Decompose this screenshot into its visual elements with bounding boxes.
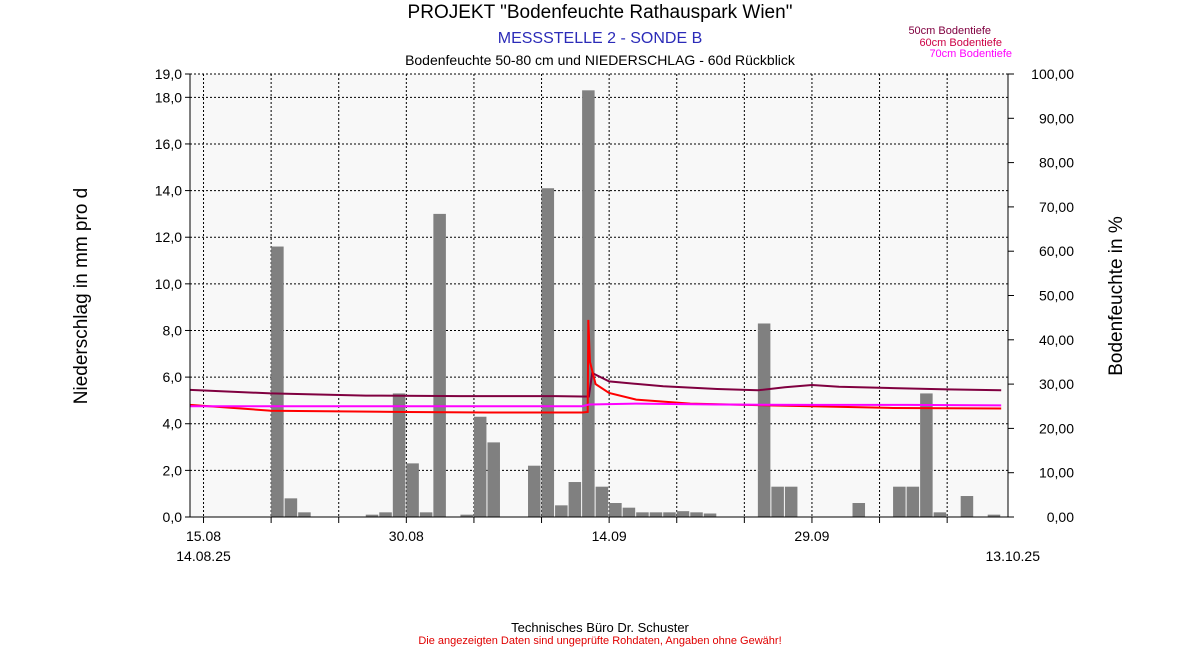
legend-70cm: 70cm Bodentiefe	[929, 48, 1012, 60]
y2-tick-label: 70,00	[1039, 199, 1074, 215]
y2-tick-label: 50,00	[1039, 288, 1074, 304]
precip-bar	[852, 503, 866, 517]
y-tick-label: 8,0	[163, 322, 183, 338]
precip-bar	[987, 514, 1001, 517]
x-tick-label: 14.09	[592, 528, 627, 544]
x-tick-label: 29.09	[794, 528, 829, 544]
precip-bar	[541, 188, 555, 517]
precip-bar	[771, 486, 784, 517]
y-tick-label: 2,0	[163, 462, 183, 478]
precip-bar	[757, 323, 771, 517]
y-axis-label: Niederschlag in mm pro d	[71, 188, 92, 404]
tick-labels: 0,0 2,0 4,0 6,0 8,0 10,0 12,0 14,0 16,0 18,0 19,0 0…	[155, 66, 1074, 564]
footer-disclaimer: Die angezeigten Daten sind ungeprüfte Ro…	[418, 635, 782, 647]
precip-bar	[419, 512, 433, 517]
precip-bar	[298, 512, 311, 517]
precip-bar	[433, 213, 446, 518]
y2-tick-label: 100,00	[1031, 66, 1074, 82]
chart-title: PROJEKT "Bodenfeuchte Rathauspark Wien"	[407, 2, 793, 23]
precip-bar	[528, 465, 541, 517]
precip-bar	[406, 463, 419, 517]
chart-caption: Bodenfeuchte 50-80 cm und NIEDERSCHLAG -…	[405, 52, 795, 68]
y2-axis-label: Bodenfeuchte in %	[1106, 216, 1127, 376]
precip-bar	[568, 482, 582, 517]
y-tick-label: 18,0	[155, 89, 182, 105]
precip-bar	[392, 393, 406, 517]
precip-bar	[960, 496, 974, 517]
precip-bar	[893, 486, 906, 517]
y-tick-label: 12,0	[155, 229, 182, 245]
legend-50cm: 50cm Bodentiefe	[908, 25, 991, 37]
precip-bar	[379, 512, 392, 517]
precip-bar	[906, 486, 920, 517]
precip-bar	[703, 513, 717, 517]
y2-tick-label: 10,00	[1039, 465, 1074, 481]
moisture-line-70cm	[190, 402, 1002, 408]
y2-tick-label: 80,00	[1039, 155, 1074, 171]
x-tick-sublabel: 14.08.25	[176, 548, 231, 564]
axes	[185, 73, 1014, 523]
precip-bar	[676, 511, 690, 517]
precip-bar	[920, 393, 933, 517]
legend-60cm: 60cm Bodentiefe	[919, 37, 1002, 49]
precip-bar	[622, 507, 636, 517]
y-tick-label: 0,0	[163, 509, 183, 525]
precip-bar	[582, 90, 595, 518]
y2-tick-label: 20,00	[1039, 420, 1074, 436]
moisture-lines	[189, 319, 1002, 414]
precip-bar	[649, 512, 663, 517]
precip-bar	[271, 246, 284, 517]
precip-bar	[473, 416, 487, 517]
y-tick-label: 16,0	[155, 136, 182, 152]
y-tick-label: 19,0	[155, 66, 182, 82]
precipitation-bars	[271, 90, 1001, 518]
precip-bar	[555, 505, 568, 517]
x-tick-label: 30.08	[389, 528, 424, 544]
precip-bar	[690, 512, 703, 517]
y-tick-label: 10,0	[155, 276, 182, 292]
footer-company: Technisches Büro Dr. Schuster	[511, 620, 689, 635]
precip-bar	[784, 486, 798, 517]
plot-background	[190, 74, 1008, 517]
y-tick-label: 6,0	[163, 369, 183, 385]
precip-bar	[284, 498, 298, 517]
precip-bar	[933, 512, 947, 517]
precip-bar	[595, 486, 609, 517]
precip-bar	[636, 512, 649, 517]
x-tick-label: 15.08	[186, 528, 221, 544]
y2-tick-label: 40,00	[1039, 332, 1074, 348]
y2-tick-label: 30,00	[1039, 376, 1074, 392]
precip-bar	[487, 442, 500, 517]
y-tick-label: 4,0	[163, 416, 183, 432]
y2-tick-label: 90,00	[1039, 110, 1074, 126]
precip-bar	[460, 514, 473, 517]
precip-bar	[609, 503, 622, 517]
y2-tick-label: 60,00	[1039, 243, 1074, 259]
chart-subtitle: MESSSTELLE 2 - SONDE B	[497, 30, 703, 47]
precip-bar	[365, 514, 379, 517]
x-tick-sublabel: 13.10.25	[986, 548, 1041, 564]
precip-bar	[663, 512, 676, 517]
y2-tick-label: 0,00	[1047, 509, 1074, 525]
moisture-line-50cm	[189, 371, 1002, 398]
y-tick-label: 14,0	[155, 183, 182, 199]
